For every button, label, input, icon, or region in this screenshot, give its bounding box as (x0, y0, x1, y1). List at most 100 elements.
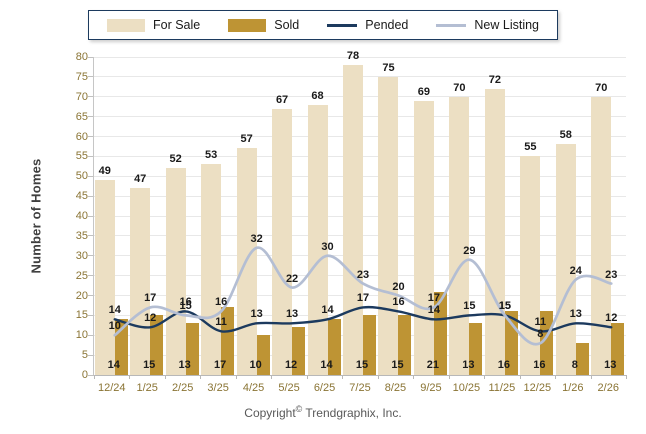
y-axis-tick-label: 5 (81, 349, 88, 362)
y-axis-tick (88, 354, 93, 356)
sold-bar (292, 327, 306, 375)
x-axis-tick (129, 375, 131, 379)
x-axis-tick (626, 375, 627, 379)
sold-value-label: 14 (320, 359, 333, 371)
y-axis-tick (88, 96, 93, 98)
x-axis-category-label: 8/25 (384, 382, 407, 394)
sold-bar (185, 323, 199, 375)
sold-bar (611, 323, 625, 375)
y-axis-tick (88, 374, 93, 376)
new-listing-value-label: 23 (605, 268, 618, 281)
for-sale-bar (449, 96, 470, 375)
x-axis-tick (271, 375, 273, 379)
for-sale-value-label: 68 (311, 89, 324, 102)
y-axis-tick-label: 80 (75, 51, 88, 63)
y-axis-tick (88, 235, 93, 237)
new-listing-value-label: 32 (250, 232, 263, 245)
new-listing-value-label: 29 (463, 244, 476, 257)
new-listing-value-label: 10 (108, 320, 121, 333)
y-axis-tick (88, 136, 93, 137)
y-axis-tick-label: 40 (75, 210, 88, 222)
sold-bar (575, 343, 589, 375)
x-axis-tick (484, 375, 486, 379)
legend-label-for-sale: For Sale (152, 18, 201, 32)
x-axis-tick (590, 375, 592, 379)
pended-value-label: 16 (392, 296, 405, 309)
pended-line-swatch-icon (327, 23, 358, 27)
y-axis-tick (88, 195, 93, 197)
x-axis-category-label: 12/24 (97, 382, 126, 394)
sold-bar (256, 335, 270, 375)
x-axis-category-label: 4/25 (242, 382, 265, 394)
sold-value-label: 15 (355, 359, 369, 371)
copyright-prefix: Copyright (244, 406, 296, 420)
pended-value-label: 14 (108, 304, 121, 317)
copyright-symbol-icon: © (295, 404, 303, 414)
new-listing-value-label: 17 (144, 292, 157, 305)
y-axis-tick (88, 215, 93, 217)
for-sale-bar (272, 108, 293, 375)
y-axis-tick-label: 30 (75, 249, 88, 262)
new-listing-value-label: 15 (498, 300, 511, 313)
sold-value-label: 15 (143, 359, 156, 371)
for-sale-value-label: 57 (240, 133, 253, 146)
y-axis-tick-label: 65 (75, 110, 88, 123)
legend-item-new-listing: New Listing (436, 18, 539, 32)
x-axis-category-label: 5/25 (278, 382, 300, 394)
for-sale-bar (555, 144, 576, 375)
y-axis-tick (88, 56, 93, 58)
x-axis-tick (235, 375, 237, 379)
y-axis-tick-label: 25 (75, 269, 88, 282)
x-axis-tick (164, 375, 166, 379)
y-axis-tick-label: 55 (75, 150, 88, 163)
sold-value-label: 13 (178, 359, 191, 371)
sold-value-label: 10 (249, 359, 262, 371)
for-sale-bar (484, 88, 505, 375)
y-axis-tick (88, 155, 93, 157)
pended-value-label: 14 (427, 304, 441, 317)
y-axis-tick (88, 175, 93, 177)
y-axis-tick (88, 275, 93, 277)
trend-lines (113, 246, 613, 346)
for-sale-swatch-icon (106, 18, 145, 32)
new-listing-value-label: 15 (179, 300, 192, 313)
copyright-footer: Copyright© Trendgraphix, Inc. (0, 404, 646, 420)
for-sale-bar (520, 156, 541, 375)
legend-label-new-listing: New Listing (474, 18, 540, 32)
sold-bar (221, 307, 235, 375)
y-axis-tick-label: 60 (75, 130, 88, 143)
x-axis-category-label: 7/25 (349, 382, 371, 394)
sold-value-label: 8 (571, 359, 578, 371)
x-axis-tick (413, 375, 415, 379)
x-axis-tick (342, 375, 344, 379)
y-axis-tick-label: 20 (75, 289, 88, 302)
legend: For Sale Sold Pended New Listing (87, 10, 559, 40)
for-sale-value-label: 49 (98, 165, 111, 178)
y-axis-tick (88, 116, 93, 118)
y-axis-tick-label: 15 (75, 309, 88, 322)
y-axis-tick (88, 314, 93, 316)
x-axis-category-label: 12/25 (523, 382, 552, 394)
new-listing-value-label: 16 (215, 296, 228, 309)
y-axis-tick (88, 334, 93, 336)
sold-swatch-icon (228, 18, 267, 32)
x-axis-tick (519, 375, 521, 379)
sold-bar (150, 315, 164, 375)
new-listing-value-label: 20 (392, 280, 405, 293)
sold-value-label: 16 (497, 359, 510, 371)
for-sale-value-label: 70 (453, 81, 466, 94)
pended-value-label: 16 (179, 296, 192, 309)
for-sale-bar (165, 168, 186, 375)
legend-item-for-sale: For Sale (106, 18, 201, 32)
sold-bar (540, 311, 554, 375)
x-axis-category-label: 1/26 (562, 382, 584, 394)
for-sale-value-label: 72 (488, 73, 501, 86)
y-axis-tick-label: 70 (75, 90, 88, 103)
legend-label-pended: Pended (365, 18, 409, 32)
for-sale-bar (343, 64, 363, 375)
pended-value-label: 13 (569, 308, 582, 321)
sold-value-label: 13 (604, 359, 617, 371)
x-axis-category-label: 11/25 (488, 382, 516, 394)
pended-value-label: 14 (321, 304, 334, 317)
